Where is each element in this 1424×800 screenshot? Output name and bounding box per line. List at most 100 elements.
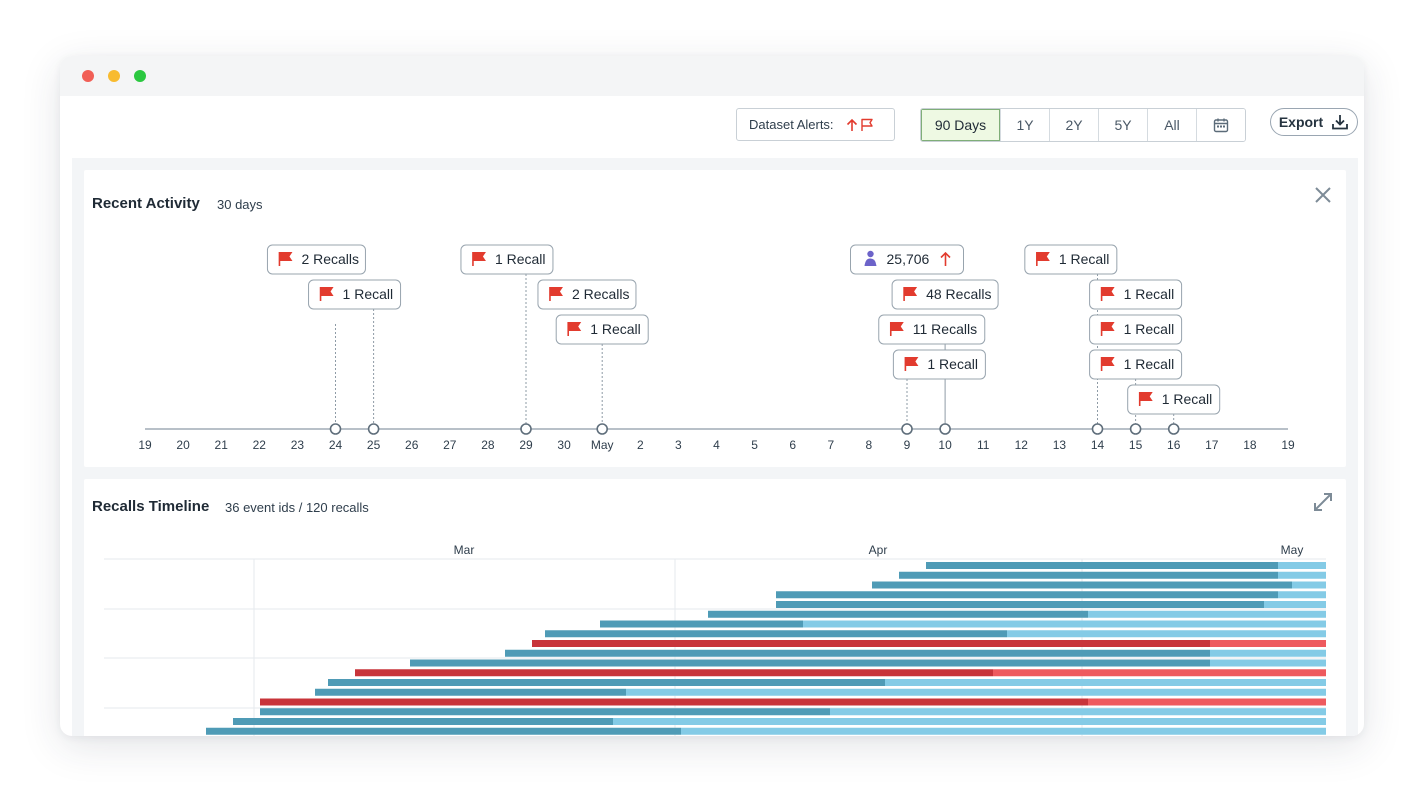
event-bubble[interactable]: 1 Recall bbox=[1089, 279, 1183, 310]
event-marker[interactable] bbox=[1129, 423, 1142, 435]
close-icon[interactable] bbox=[1312, 184, 1334, 206]
range-all-button[interactable]: All bbox=[1147, 109, 1196, 141]
axis-tick-label: 5 bbox=[751, 438, 758, 452]
range-label: 2Y bbox=[1065, 117, 1083, 133]
close-window-button[interactable] bbox=[82, 70, 94, 82]
event-label: 11 Recalls bbox=[913, 321, 977, 337]
recalls-gantt-chart: Mar Apr May bbox=[104, 543, 1326, 736]
recall-event-bar[interactable] bbox=[776, 601, 1326, 608]
recalls-timeline-summary: 36 event ids / 120 recalls bbox=[225, 500, 369, 515]
axis-tick-label: 21 bbox=[215, 438, 229, 452]
recall-event-bar[interactable] bbox=[532, 640, 1326, 647]
flag-icon bbox=[1100, 357, 1115, 371]
event-marker[interactable] bbox=[596, 423, 609, 435]
event-label: 2 Recalls bbox=[301, 251, 359, 267]
axis-tick-label: 17 bbox=[1205, 438, 1219, 452]
event-bubble[interactable]: 1 Recall bbox=[308, 279, 402, 310]
axis-tick-label: 11 bbox=[977, 438, 990, 452]
flag-icon bbox=[904, 357, 919, 371]
recalls-timeline-title: Recalls Timeline bbox=[92, 498, 210, 515]
event-bubble[interactable]: 1 Recall bbox=[1089, 349, 1183, 380]
recall-event-bar[interactable] bbox=[233, 718, 1326, 725]
range-2y-button[interactable]: 2Y bbox=[1049, 109, 1098, 141]
recent-activity-title: Recent Activity bbox=[92, 195, 200, 212]
flag-icon bbox=[1100, 287, 1115, 301]
event-bubble[interactable]: 1 Recall bbox=[1024, 244, 1118, 275]
range-1y-button[interactable]: 1Y bbox=[1000, 109, 1049, 141]
recall-event-bar[interactable] bbox=[872, 581, 1326, 589]
recall-event-bar[interactable] bbox=[545, 630, 1326, 638]
axis-tick-label: 13 bbox=[1053, 438, 1067, 452]
axis-tick-label: 24 bbox=[329, 438, 343, 452]
dataset-alerts-label: Dataset Alerts: bbox=[749, 117, 834, 132]
calendar-button[interactable] bbox=[1196, 109, 1245, 141]
event-marker[interactable] bbox=[901, 423, 913, 435]
minimize-window-button[interactable] bbox=[108, 70, 120, 82]
dataset-alerts-button[interactable]: Dataset Alerts: bbox=[736, 108, 895, 141]
event-marker[interactable] bbox=[367, 423, 380, 435]
event-bubble[interactable]: 2 Recalls bbox=[537, 279, 637, 310]
event-marker[interactable] bbox=[1167, 423, 1180, 435]
axis-tick-label: 7 bbox=[827, 438, 834, 452]
recall-event-bar[interactable] bbox=[708, 610, 1326, 618]
toolbar: Dataset Alerts: 90 Days 1Y 2Y 5Y All bbox=[60, 96, 1364, 158]
flag-icon bbox=[1036, 252, 1050, 266]
event-bubble[interactable]: 1 Recall bbox=[892, 349, 986, 380]
flag-outline-icon bbox=[860, 118, 873, 131]
recent-activity-card: Recent Activity 30 days 19 20 21 22 23 24 25 26… bbox=[84, 170, 1346, 467]
event-bubble[interactable]: 48 Recalls bbox=[891, 279, 999, 310]
event-bubble[interactable]: 11 Recalls bbox=[878, 314, 986, 345]
expand-icon[interactable] bbox=[1312, 491, 1334, 513]
export-button[interactable]: Export bbox=[1270, 108, 1358, 136]
maximize-window-button[interactable] bbox=[134, 70, 146, 82]
event-bubble[interactable]: 2 Recalls bbox=[266, 244, 366, 275]
event-label: 1 Recall bbox=[1124, 321, 1175, 337]
axis-tick-label: 6 bbox=[789, 438, 796, 452]
flag-icon bbox=[278, 252, 293, 266]
event-marker[interactable] bbox=[520, 423, 532, 435]
title-bar bbox=[60, 56, 1364, 96]
event-marker[interactable] bbox=[329, 423, 342, 435]
user-icon bbox=[864, 250, 877, 266]
recall-event-bar[interactable] bbox=[355, 669, 1326, 677]
recall-event-bar[interactable] bbox=[206, 727, 1326, 735]
flag-icon bbox=[889, 322, 904, 336]
range-label: 5Y bbox=[1114, 117, 1132, 133]
axis-tick-label: 14 bbox=[1091, 438, 1105, 452]
calendar-icon bbox=[1213, 118, 1229, 133]
recall-event-bar[interactable] bbox=[776, 591, 1326, 599]
event-bubble[interactable]: 1 Recall bbox=[555, 314, 649, 345]
event-label: 1 Recall bbox=[1124, 286, 1175, 302]
flag-icon bbox=[549, 287, 563, 301]
event-label: 1 Recall bbox=[590, 321, 641, 337]
flag-icon bbox=[1100, 322, 1115, 336]
axis-tick-label: 18 bbox=[1243, 438, 1257, 452]
axis-tick-label: 19 bbox=[1281, 438, 1295, 452]
axis-tick-label: 16 bbox=[1167, 438, 1181, 452]
event-bubble[interactable]: 1 Recall bbox=[1089, 314, 1183, 345]
recall-event-bar[interactable] bbox=[328, 679, 1326, 686]
recall-event-bar[interactable] bbox=[926, 562, 1326, 569]
recall-event-bar[interactable] bbox=[505, 649, 1326, 657]
recall-event-bar[interactable] bbox=[410, 659, 1326, 667]
recall-event-bar[interactable] bbox=[899, 571, 1326, 579]
flag-icon bbox=[903, 287, 918, 301]
event-bubble[interactable]: 1 Recall bbox=[1127, 384, 1221, 415]
month-label: Mar bbox=[454, 543, 475, 557]
range-90-days-button[interactable]: 90 Days bbox=[921, 109, 1000, 141]
recall-event-bar[interactable] bbox=[600, 620, 1326, 628]
event-marker[interactable] bbox=[1091, 423, 1104, 435]
recall-event-bar[interactable] bbox=[260, 698, 1326, 706]
range-5y-button[interactable]: 5Y bbox=[1098, 109, 1147, 141]
recall-event-bar[interactable] bbox=[260, 708, 1326, 716]
app-window: Dataset Alerts: 90 Days 1Y 2Y 5Y All bbox=[60, 56, 1364, 736]
axis-tick-label: 30 bbox=[557, 438, 571, 452]
recall-event-bar[interactable] bbox=[315, 688, 1326, 696]
event-bubble[interactable]: 1 Recall bbox=[460, 244, 554, 275]
axis-tick-label: 22 bbox=[253, 438, 267, 452]
download-icon bbox=[1332, 115, 1349, 130]
range-label: 1Y bbox=[1016, 117, 1034, 133]
event-label: 2 Recalls bbox=[572, 286, 630, 302]
event-bubble[interactable]: 25,706 bbox=[850, 244, 964, 275]
event-marker[interactable] bbox=[939, 423, 951, 435]
